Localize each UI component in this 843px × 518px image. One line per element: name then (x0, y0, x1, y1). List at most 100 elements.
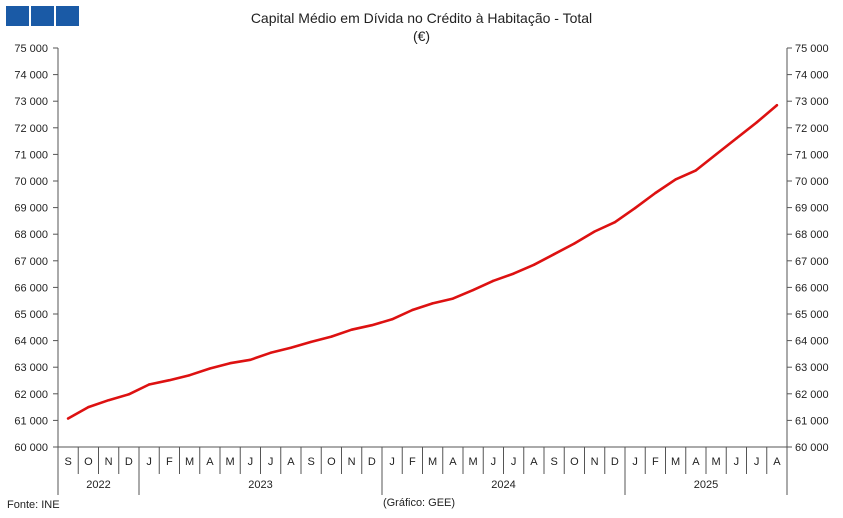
chart-credit: (Gráfico: GEE) (383, 497, 455, 509)
data-point (411, 308, 414, 312)
y-tick-label-right: 68 000 (795, 229, 829, 241)
y-tick-label-right: 64 000 (795, 336, 829, 348)
data-point (127, 393, 131, 396)
x-month-label: J (248, 456, 254, 468)
y-tick-label-left: 63 000 (14, 362, 48, 374)
x-month-label: M (469, 456, 478, 468)
y-tick-label-right: 70 000 (795, 176, 829, 188)
chart-title-block: Capital Médio em Dívida no Crédito à Hab… (0, 9, 843, 45)
data-point (714, 153, 718, 156)
data-point (694, 169, 698, 172)
data-point (532, 263, 536, 266)
x-month-label: M (428, 456, 437, 468)
data-point (330, 335, 333, 338)
x-month-label: A (287, 456, 295, 468)
logo-square (6, 6, 29, 26)
series-line (66, 103, 779, 420)
x-month-label: O (84, 456, 93, 468)
x-month-label: O (327, 456, 336, 468)
y-tick-label-right: 63 000 (795, 362, 829, 374)
x-month-label: S (64, 456, 71, 468)
x-month-label: J (511, 456, 517, 468)
x-month-label: M (185, 456, 194, 468)
data-point (370, 323, 374, 327)
x-month-label: J (632, 456, 638, 468)
x-month-label: A (692, 456, 700, 468)
y-tick-label-left: 60 000 (14, 442, 48, 454)
data-point (674, 178, 677, 181)
y-tick-label-right: 72 000 (795, 123, 829, 135)
data-point (552, 252, 556, 256)
x-month-label: A (206, 456, 214, 468)
y-tick-label-left: 73 000 (14, 96, 48, 108)
data-point (512, 272, 515, 275)
y-tick-label-right: 66 000 (795, 282, 829, 294)
x-month-label: A (449, 456, 457, 468)
data-point (390, 318, 394, 321)
y-tick-label-left: 69 000 (14, 203, 48, 215)
y-tick-label-right: 74 000 (795, 70, 829, 82)
y-tick-label-left: 70 000 (14, 176, 48, 188)
data-point (755, 121, 758, 124)
x-month-label: D (368, 456, 376, 468)
data-point (269, 351, 272, 355)
data-point (431, 302, 434, 305)
data-point (492, 279, 495, 282)
y-tick-label-left: 75 000 (14, 43, 48, 55)
data-point (87, 405, 90, 409)
y-tick-label-left: 65 000 (14, 309, 48, 321)
y-tick-label-right: 65 000 (795, 309, 829, 321)
y-tick-label-right: 75 000 (795, 43, 829, 55)
data-point (289, 346, 293, 349)
data-point (228, 362, 232, 365)
x-month-label: A (530, 456, 538, 468)
x-month-label: J (754, 456, 760, 468)
data-point (654, 191, 657, 195)
source-note: Fonte: INE (7, 499, 60, 511)
logo-square (31, 6, 54, 26)
x-month-label: A (773, 456, 781, 468)
data-point (66, 417, 70, 420)
data-point (613, 221, 617, 224)
x-month-label: F (409, 456, 416, 468)
chart-unit: (€) (412, 28, 431, 44)
x-year-label: 2023 (248, 479, 272, 491)
x-month-label: J (146, 456, 152, 468)
x-month-label: D (125, 456, 133, 468)
data-point (775, 103, 779, 107)
x-month-label: J (268, 456, 274, 468)
x-year-label: 2022 (86, 479, 110, 491)
data-point (309, 340, 313, 344)
data-point (188, 373, 191, 377)
y-tick-label-right: 69 000 (795, 203, 829, 215)
y-tick-label-right: 73 000 (795, 96, 829, 108)
chart-title: Capital Médio em Dívida no Crédito à Hab… (250, 10, 593, 26)
x-month-label: J (734, 456, 740, 468)
data-point (471, 288, 475, 292)
x-month-label: N (348, 456, 356, 468)
y-tick-label-right: 60 000 (795, 442, 829, 454)
data-point (633, 206, 637, 210)
brand-logo (6, 6, 79, 26)
x-month-label: D (611, 456, 619, 468)
x-month-label: M (671, 456, 680, 468)
y-tick-label-left: 62 000 (14, 389, 48, 401)
y-tick-label-right: 67 000 (795, 256, 829, 268)
y-tick-label-left: 67 000 (14, 256, 48, 268)
y-tick-label-left: 74 000 (14, 70, 48, 82)
logo-square (56, 6, 79, 26)
y-tick-label-left: 71 000 (14, 149, 48, 161)
y-tick-label-left: 66 000 (14, 282, 48, 294)
y-tick-label-left: 72 000 (14, 123, 48, 135)
data-point (735, 137, 738, 140)
x-month-label: J (389, 456, 395, 468)
y-tick-label-left: 68 000 (14, 229, 48, 241)
data-point (350, 328, 353, 331)
x-month-label: M (712, 456, 721, 468)
x-year-label: 2025 (694, 479, 718, 491)
x-month-label: F (166, 456, 173, 468)
data-point (168, 379, 171, 382)
data-point (208, 367, 212, 370)
y-tick-label-right: 62 000 (795, 389, 829, 401)
